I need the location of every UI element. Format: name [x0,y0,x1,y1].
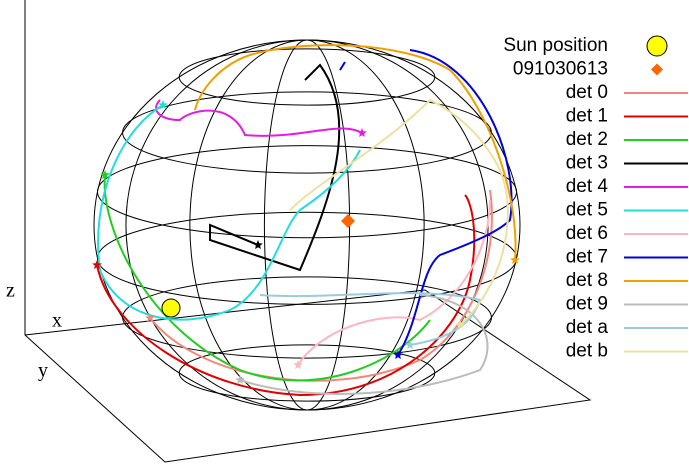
legend-label: det 4 [566,176,609,197]
track [149,189,493,382]
start-star [235,375,245,384]
start-star [405,340,415,349]
legend-label: det 6 [566,223,608,244]
latitude [178,344,436,402]
start-star [455,320,465,329]
start-star [253,240,263,249]
track [96,194,476,397]
legend-label: det 7 [566,247,608,268]
legend-label: det b [566,341,608,362]
legend-marker [646,35,668,57]
sphere-grid [93,39,521,411]
start-star [145,313,155,322]
track [103,174,431,382]
legend-label: 091030613 [513,59,608,80]
legend-label: det 1 [566,106,608,127]
legend-label: det 5 [566,200,608,221]
latitude [122,91,492,174]
start-star [100,170,110,179]
legend-label: det 2 [566,129,608,150]
legend-label: det 0 [566,82,608,103]
burst-marker [341,214,355,228]
track-starts [92,100,520,384]
legend-label: det 3 [566,153,608,174]
legend-label: det a [566,317,609,338]
start-star [158,100,168,109]
tracks [96,44,517,397]
legend-marker [651,63,663,76]
track [194,44,517,261]
start-star [293,360,303,369]
z-axis-label: z [6,280,15,302]
track [339,49,513,356]
track [259,292,482,346]
start-star [393,350,403,359]
track [289,98,509,326]
start-star [510,255,520,264]
track [239,294,489,395]
track [97,104,361,321]
legend-label: det 9 [566,294,608,315]
latitude [96,145,518,239]
start-star [357,128,367,137]
latitude [178,48,436,106]
latitude [122,276,492,359]
start-star [92,260,102,269]
legend-label: Sun position [503,35,608,56]
x-axis-label: x [52,310,62,332]
track [297,199,491,366]
latitude [96,211,518,305]
legend-label: det 8 [566,270,608,291]
floor [24,0,592,463]
track [155,99,363,137]
sun-marker [161,298,181,318]
y-axis-label: y [38,360,48,382]
